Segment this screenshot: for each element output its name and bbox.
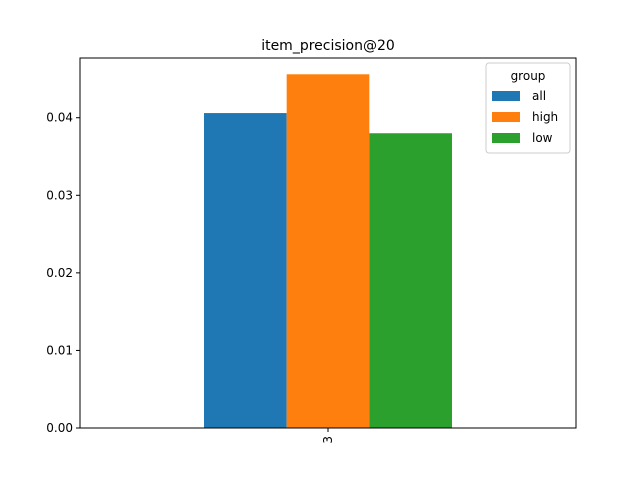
y-tick-label: 0.00 xyxy=(46,421,73,435)
legend-label-high: high xyxy=(532,110,558,124)
legend-swatch-all xyxy=(492,91,520,101)
legend-entries: all high low xyxy=(492,89,558,145)
y-tick-label: 0.03 xyxy=(46,188,73,202)
bar-all-3 xyxy=(204,113,287,429)
legend-box xyxy=(485,62,571,154)
plot-area xyxy=(204,74,452,429)
legend-title: group xyxy=(511,69,546,83)
chart-title: item_precision@20 xyxy=(261,38,395,54)
bar-high-3 xyxy=(286,74,370,428)
y-tick-label: 0.01 xyxy=(46,343,73,357)
y-tick-label: 0.04 xyxy=(46,111,73,125)
y-tick-label: 0.02 xyxy=(46,266,73,280)
y-axis: 0.00 0.01 0.02 0.03 0.04 xyxy=(46,111,80,435)
legend: group all high low xyxy=(485,62,571,154)
legend-swatch-low xyxy=(492,133,520,143)
x-tick-label: 3 xyxy=(321,436,335,444)
legend-label-all: all xyxy=(532,89,546,103)
legend-swatch-high xyxy=(492,112,520,122)
x-axis: 3 xyxy=(321,428,335,444)
legend-label-low: low xyxy=(532,131,553,145)
bar-low-3 xyxy=(369,133,452,428)
